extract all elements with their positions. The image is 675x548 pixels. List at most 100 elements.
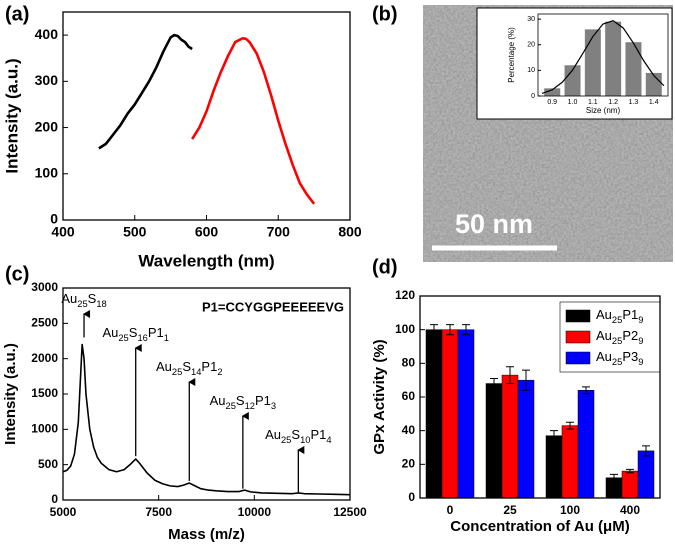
error-bar xyxy=(430,324,438,336)
error-bar xyxy=(550,430,558,442)
y-axis-label: Percentage (%) xyxy=(507,27,516,83)
x-axis-label: Mass (m/z) xyxy=(168,526,245,543)
bar xyxy=(545,435,563,499)
bar xyxy=(485,383,503,499)
annotation-label: Au25S14P12 xyxy=(156,359,223,377)
bar xyxy=(457,329,475,499)
x-tick-label: 0.9 xyxy=(547,99,557,106)
panel-label: (b) xyxy=(372,3,398,25)
y-tick-label: 0 xyxy=(408,490,415,504)
x-tick-label: 400 xyxy=(51,224,75,240)
error-bar xyxy=(610,473,618,482)
y-tick-label: 400 xyxy=(35,26,59,42)
x-tick-label: 800 xyxy=(338,224,362,240)
bar xyxy=(605,21,622,96)
y-tick-label: 500 xyxy=(38,457,58,471)
panel-label: (a) xyxy=(5,3,29,25)
plot-frame xyxy=(537,13,669,97)
y-tick-label: 120 xyxy=(395,288,415,302)
x-tick-label: 1.1 xyxy=(588,99,598,106)
x-axis-label: Wavelength (nm) xyxy=(138,251,274,270)
bar xyxy=(645,72,662,96)
y-tick-label: 20 xyxy=(402,457,416,471)
y-tick-label: 80 xyxy=(402,356,416,370)
legend-label: Au25P19 xyxy=(596,307,643,325)
error-bar xyxy=(626,468,634,474)
x-tick-label: 600 xyxy=(195,224,219,240)
y-tick-label: 0 xyxy=(51,492,58,506)
x-axis-label: Size (nm) xyxy=(586,106,621,115)
annotation-label: Au25S10P14 xyxy=(265,427,332,445)
y-tick-label: 30 xyxy=(527,16,535,23)
bar xyxy=(544,88,561,96)
error-bar xyxy=(446,324,454,336)
x-tick-label: 25 xyxy=(503,503,517,517)
plot-frame xyxy=(419,295,661,499)
y-tick-label: 100 xyxy=(35,164,59,180)
legend-swatch xyxy=(565,351,591,365)
bar xyxy=(564,65,581,96)
bar xyxy=(561,425,579,499)
y-tick-label: 2500 xyxy=(31,316,58,330)
x-tick-label: 700 xyxy=(267,224,291,240)
x-tick-label: 12500 xyxy=(333,505,367,519)
y-tick-label: 40 xyxy=(402,423,416,437)
error-bar xyxy=(490,377,498,390)
plot-frame xyxy=(62,11,351,221)
panel-label: (d) xyxy=(372,256,398,278)
bar xyxy=(517,379,535,499)
line-series xyxy=(62,343,351,496)
x-tick-label: 1.4 xyxy=(649,99,659,106)
error-bar xyxy=(582,386,590,395)
annotation-label: Au25S12P13 xyxy=(210,393,277,411)
x-tick-label: 0 xyxy=(447,503,454,517)
x-tick-label: 5000 xyxy=(50,505,77,519)
error-bar xyxy=(566,421,574,430)
x-tick-label: 400 xyxy=(620,503,640,517)
y-axis-label: Intensity (a.u.) xyxy=(2,343,19,445)
y-tick-label: 60 xyxy=(402,389,416,403)
y-tick-label: 1000 xyxy=(31,422,58,436)
note: P1=CCYGGPEEEEEVG xyxy=(202,299,344,314)
x-tick-label: 1.0 xyxy=(568,99,578,106)
line-series xyxy=(98,33,193,150)
annotation-label: Au25S16P11 xyxy=(102,325,169,343)
bar xyxy=(441,329,459,499)
legend-label: Au25P29 xyxy=(596,328,643,346)
bar xyxy=(621,470,639,499)
x-tick-label: 1.3 xyxy=(629,99,639,106)
x-tick-label: 100 xyxy=(560,503,580,517)
annotation-label: Au25S18 xyxy=(61,291,106,309)
legend-swatch xyxy=(565,330,591,344)
y-tick-label: 3000 xyxy=(31,280,58,294)
plot-frame xyxy=(62,287,351,501)
bar xyxy=(625,42,642,96)
x-tick-label: 10000 xyxy=(238,505,272,519)
y-tick-label: 10 xyxy=(527,67,535,74)
error-bar xyxy=(642,445,650,457)
bar xyxy=(501,374,519,499)
y-tick-label: 2000 xyxy=(31,351,58,365)
error-bar xyxy=(522,369,530,391)
x-axis-label: Concentration of Au (μM) xyxy=(450,518,629,535)
x-tick-label: 500 xyxy=(123,224,147,240)
y-tick-label: 0 xyxy=(50,211,58,227)
legend-swatch xyxy=(565,309,591,323)
bar xyxy=(584,29,601,96)
y-axis-label: GPx Activity (%) xyxy=(371,339,388,454)
error-bar xyxy=(506,366,514,385)
fit-curve xyxy=(541,19,665,95)
x-tick-label: 1.2 xyxy=(608,99,618,106)
legend-label: Au25P39 xyxy=(596,349,643,367)
bar xyxy=(637,450,655,499)
bar xyxy=(425,329,443,499)
error-bar xyxy=(462,324,470,336)
panel-label: (c) xyxy=(5,263,29,285)
y-tick-label: 300 xyxy=(35,72,59,88)
y-tick-label: 20 xyxy=(527,42,535,49)
scale-bar-label: 50 nm xyxy=(455,209,533,239)
line-series xyxy=(191,37,316,205)
y-tick-label: 1500 xyxy=(31,386,58,400)
y-axis-label: Intensity (a.u.) xyxy=(2,58,21,173)
